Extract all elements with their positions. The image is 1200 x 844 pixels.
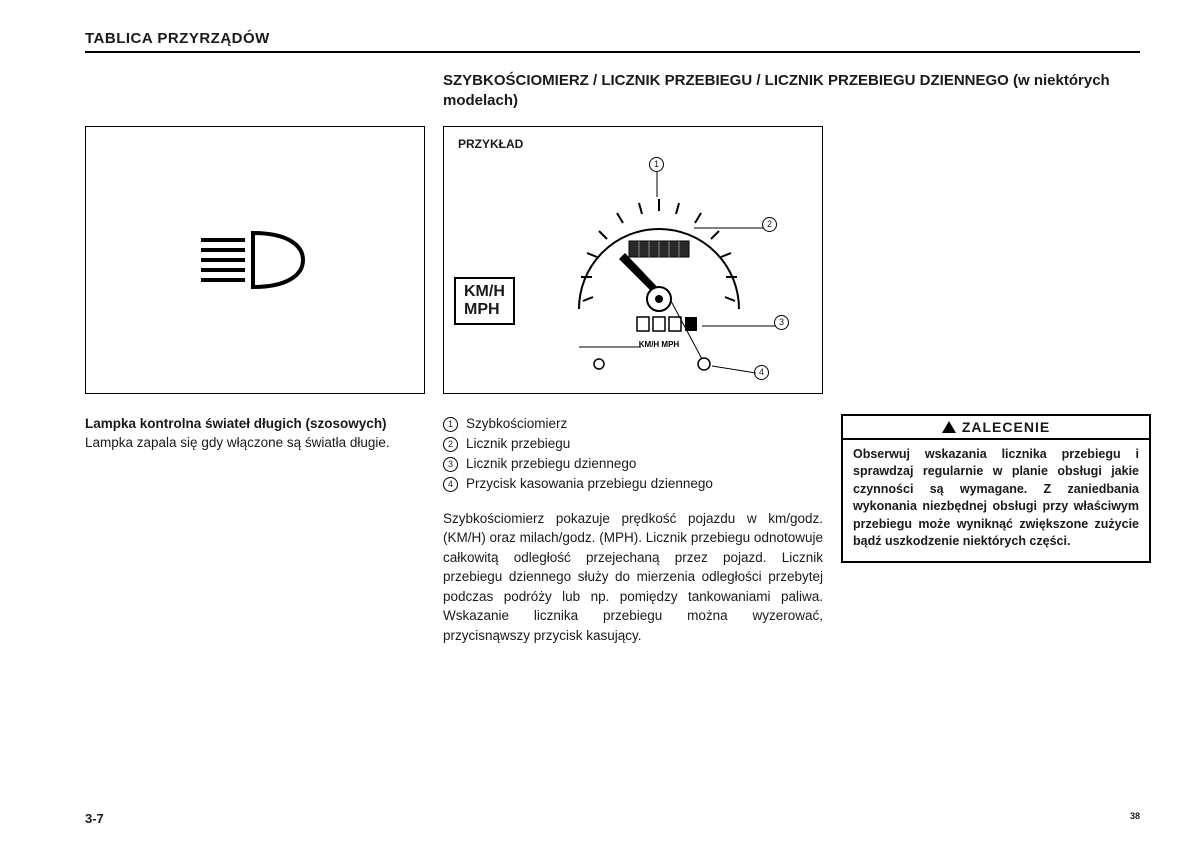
legend-item-2: Licznik przebiegu [443, 434, 823, 454]
figure-speedometer: PRZYKŁAD [443, 126, 823, 394]
callout-3: 3 [774, 315, 789, 330]
unit-mph: MPH [464, 301, 500, 318]
speedometer-icon: KM/H MPH [559, 169, 759, 379]
leader-4 [712, 363, 756, 377]
notice-box: ZALECENIE Obserwuj wskazania licznika pr… [841, 414, 1151, 563]
callout-legend: Szybkościomierz Licznik przebiegu Liczni… [443, 414, 823, 495]
notice-header: ZALECENIE [843, 416, 1149, 440]
right-column: ZALECENIE Obserwuj wskazania licznika pr… [841, 126, 1151, 646]
notice-title: ZALECENIE [962, 419, 1050, 435]
svg-text:KM/H MPH: KM/H MPH [639, 340, 680, 349]
page-header: TABLICA PRZYRZĄDÓW [85, 30, 1140, 53]
highbeam-caption: Lampka kontrolna świateł długich (szosow… [85, 414, 425, 453]
legend-item-3: Licznik przebiegu dziennego [443, 454, 823, 474]
warning-icon [942, 421, 956, 433]
callout-2: 2 [762, 217, 777, 232]
page-number-left: 3-7 [85, 811, 104, 826]
legend-item-1: Szybkościomierz [443, 414, 823, 434]
legend-item-4: Przycisk kasowania przebiegu dziennego [443, 474, 823, 494]
callout-1: 1 [649, 157, 664, 172]
page-number-right: 38 [1130, 811, 1140, 826]
figure-highbeam [85, 126, 425, 394]
section-heading: SZYBKOŚCIOMIERZ / LICZNIK PRZEBIEGU / LI… [443, 71, 1151, 112]
speedometer-paragraph: Szybkościomierz pokazuje prędkość pojazd… [443, 509, 823, 646]
high-beam-icon [195, 225, 315, 295]
notice-body: Obserwuj wskazania licznika przebiegu i … [843, 440, 1149, 561]
left-column: Lampka kontrolna świateł długich (szosow… [85, 126, 425, 646]
leader-1 [654, 171, 664, 197]
unit-kmh: KM/H [464, 283, 505, 300]
leader-3 [702, 323, 776, 333]
content-grid: SZYBKOŚCIOMIERZ / LICZNIK PRZEBIEGU / LI… [85, 71, 1140, 645]
middle-column: PRZYKŁAD [443, 126, 823, 646]
spacer [841, 126, 1151, 414]
leader-2 [694, 225, 764, 235]
highbeam-caption-title: Lampka kontrolna świateł długich (szosow… [85, 416, 387, 431]
unit-box: KM/H MPH [454, 277, 515, 326]
figure-label: PRZYKŁAD [458, 137, 523, 151]
page-footer: 3-7 38 [85, 811, 1140, 826]
callout-4: 4 [754, 365, 769, 380]
highbeam-caption-body: Lampka zapala się gdy włączone są światł… [85, 435, 390, 450]
